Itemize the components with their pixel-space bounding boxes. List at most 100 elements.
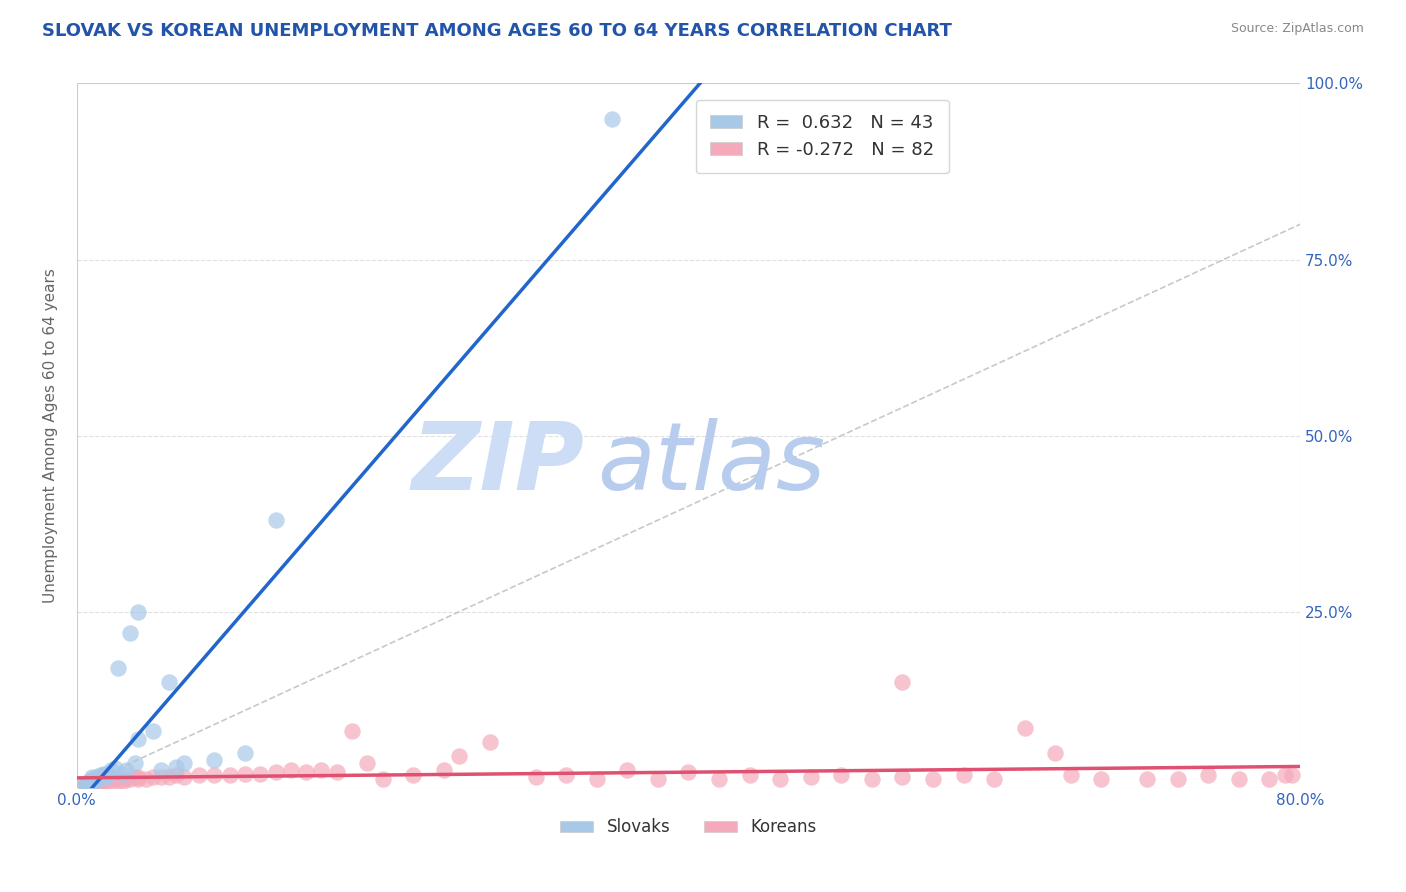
Point (952, 768, 974, 782)
Point (75, 776, 97, 790)
Point (82, 773, 104, 788)
Point (90, 770, 112, 784)
Point (77, 776, 100, 790)
Point (524, 770, 547, 784)
Point (555, 768, 578, 782)
Point (82, 774, 104, 789)
Text: ZIP: ZIP (412, 417, 585, 510)
Point (1227, 772, 1250, 787)
Point (96, 773, 118, 788)
Point (340, 724, 363, 739)
Point (326, 765, 349, 780)
Point (769, 772, 792, 787)
Point (142, 724, 165, 739)
Point (82, 775, 104, 789)
Point (402, 768, 425, 782)
Point (82, 773, 104, 788)
Point (165, 768, 187, 782)
Point (93, 773, 115, 788)
Text: Source: ZipAtlas.com: Source: ZipAtlas.com (1230, 22, 1364, 36)
Text: atlas: atlas (596, 418, 825, 509)
Point (264, 765, 287, 780)
Point (157, 675, 180, 690)
Point (120, 772, 142, 787)
Point (1060, 768, 1083, 782)
Point (1258, 772, 1281, 787)
Point (356, 756, 378, 771)
Point (79, 775, 101, 789)
Point (76, 776, 98, 790)
Point (124, 756, 146, 771)
Point (173, 770, 195, 784)
Point (100, 763, 122, 777)
Point (77, 775, 100, 789)
Point (76, 776, 98, 790)
Point (149, 763, 172, 777)
Point (891, 770, 914, 784)
Point (86, 773, 108, 788)
Point (157, 770, 180, 784)
Point (75, 776, 97, 790)
Point (311, 763, 333, 777)
Point (77, 775, 100, 789)
Point (1167, 772, 1189, 787)
Point (1090, 772, 1112, 787)
Point (616, 763, 638, 777)
Point (127, 770, 149, 784)
Point (84, 773, 107, 788)
Point (79, 774, 101, 789)
Point (280, 763, 302, 777)
Point (89, 774, 111, 789)
Point (84, 772, 107, 787)
Point (82, 772, 104, 787)
Point (84, 773, 107, 788)
Point (96, 772, 118, 787)
Legend: Slovaks, Koreans: Slovaks, Koreans (554, 812, 824, 843)
Point (830, 768, 852, 782)
Point (82, 773, 104, 788)
Point (800, 770, 823, 784)
Point (73, 777, 96, 791)
Point (79, 774, 101, 789)
Point (371, 772, 394, 787)
Point (91, 773, 114, 788)
Point (1274, 768, 1296, 782)
Point (922, 772, 945, 787)
Point (124, 770, 146, 784)
Point (233, 766, 256, 780)
Point (647, 772, 669, 787)
Point (173, 756, 195, 771)
Point (89, 768, 111, 782)
Point (73, 776, 96, 790)
Point (114, 772, 136, 787)
Point (891, 675, 914, 690)
Point (107, 773, 129, 788)
Point (111, 773, 134, 788)
Point (94, 770, 117, 784)
Point (233, 746, 256, 760)
Point (149, 770, 172, 784)
Point (103, 772, 125, 787)
Point (1045, 746, 1067, 760)
Point (295, 765, 318, 780)
Y-axis label: Unemployment Among Ages 60 to 64 years: Unemployment Among Ages 60 to 64 years (44, 268, 58, 603)
Point (127, 772, 149, 787)
Point (264, 513, 287, 527)
Point (433, 763, 456, 777)
Point (165, 760, 187, 774)
Point (135, 772, 157, 787)
Point (96, 766, 118, 780)
Point (204, 768, 226, 782)
Point (204, 753, 226, 767)
Point (93, 766, 115, 780)
Point (585, 772, 607, 787)
Point (77, 775, 100, 789)
Point (114, 763, 136, 777)
Text: SLOVAK VS KOREAN UNEMPLOYMENT AMONG AGES 60 TO 64 YEARS CORRELATION CHART: SLOVAK VS KOREAN UNEMPLOYMENT AMONG AGES… (42, 22, 952, 40)
Point (79, 776, 101, 790)
Point (84, 775, 107, 789)
Point (91, 768, 114, 782)
Point (449, 749, 471, 764)
Point (1281, 768, 1303, 782)
Point (707, 772, 730, 787)
